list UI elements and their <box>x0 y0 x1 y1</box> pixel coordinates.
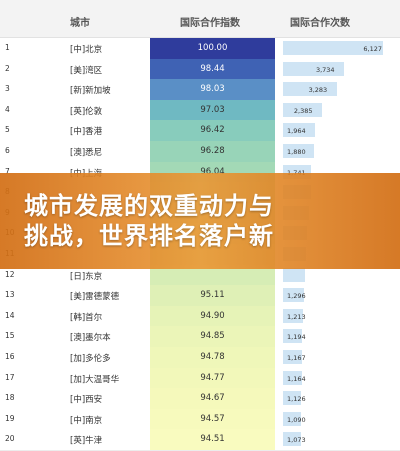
city-cell: [中]西安 <box>70 395 103 406</box>
rank-cell: 19 <box>5 413 15 423</box>
count-value: 1,164 <box>287 374 306 383</box>
count-bar <box>283 350 303 364</box>
header-count: 国际合作次数 <box>290 18 350 29</box>
table-row: 20 [英]牛津 94.51 1,073 <box>0 429 400 451</box>
count-value: 6,127 <box>363 45 382 53</box>
count-bar <box>283 82 337 97</box>
city-cell: [中]南京 <box>70 415 103 426</box>
rank-cell: 7 <box>5 166 10 176</box>
count-bar <box>283 41 383 55</box>
rank-cell: 4 <box>5 104 10 114</box>
rank-cell: 2 <box>5 63 10 73</box>
count-bar <box>283 123 316 138</box>
index-cell: 94.90 <box>150 305 275 327</box>
index-cell: 94.51 <box>150 429 275 450</box>
count-value: 1,090 <box>287 415 306 424</box>
count-bar <box>283 288 305 303</box>
rank-cell: 5 <box>5 125 10 135</box>
table-row: 5 [中]香港 96.42 1,964 <box>0 120 400 142</box>
count-bar <box>283 61 344 76</box>
count-value: 1,296 <box>287 292 306 301</box>
count-bar <box>283 411 301 426</box>
rank-cell: 1 <box>5 43 10 52</box>
table-row: 12 [日]东京 <box>0 264 400 287</box>
index-cell: 96.42 <box>150 120 275 141</box>
count-bar <box>283 432 301 447</box>
count-bar <box>283 267 305 282</box>
city-cell: [英]伦敦 <box>70 106 103 117</box>
headline-line-1: 城市发展的双重动力与 <box>24 192 274 220</box>
rank-cell: 13 <box>5 290 15 300</box>
table-header: 城市 国际合作指数 国际合作次数 <box>0 0 400 38</box>
table-row: 4 [英]伦敦 97.03 2,385 <box>0 99 400 122</box>
count-value: 1,073 <box>287 436 306 445</box>
count-value: 1,213 <box>287 312 306 321</box>
city-cell: [加]大温哥华 <box>70 374 120 385</box>
count-value: 1,167 <box>287 354 306 362</box>
rank-cell: 12 <box>5 269 15 279</box>
city-cell: [加]多伦多 <box>70 354 111 364</box>
rank-cell: 20 <box>5 434 15 444</box>
index-cell: 95.11 <box>150 285 275 306</box>
rank-cell: 6 <box>5 146 10 155</box>
table-row: 15 [澳]墨尔本 94.85 1,194 <box>0 326 400 348</box>
city-cell: [日]东京 <box>70 271 103 282</box>
index-cell: 100.00 <box>150 38 275 59</box>
count-bar <box>283 329 303 344</box>
count-value: 3,734 <box>315 65 335 74</box>
headline-line-2: 挑战，世界排名落户新 <box>24 222 274 250</box>
count-bar <box>283 391 302 406</box>
table-row: 19 [中]南京 94.57 1,090 <box>0 408 400 431</box>
table-row: 6 [澳]悉尼 96.28 1,880 <box>0 141 400 163</box>
rank-cell: 18 <box>5 393 15 403</box>
index-cell: 94.77 <box>150 367 275 389</box>
headline-banner: 城市发展的双重动力与 挑战，世界排名落户新 <box>0 173 400 269</box>
count-value: 1,194 <box>287 333 306 342</box>
table-row: 3 [新]新加坡 98.03 3,283 <box>0 79 400 101</box>
count-bar <box>283 144 314 158</box>
table-row: 1 [中]北京 100.00 6,127 <box>0 38 400 60</box>
count-value: 1,880 <box>287 148 306 156</box>
city-cell: [美]湾区 <box>70 65 103 76</box>
index-cell: 98.03 <box>150 79 275 100</box>
index-cell <box>150 264 275 286</box>
count-value: 3,283 <box>308 86 328 95</box>
count-bar <box>283 102 322 117</box>
index-cell: 94.67 <box>150 388 275 409</box>
count-bar <box>283 370 302 385</box>
rank-cell: 15 <box>5 331 15 341</box>
index-cell: 94.78 <box>150 347 275 368</box>
count-value: 2,385 <box>293 106 313 115</box>
table-row: 13 [美]雷德蒙德 95.11 1,296 <box>0 285 400 307</box>
count-value: 1,964 <box>287 127 306 136</box>
index-cell: 96.28 <box>150 141 275 162</box>
table-row: 17 [加]大温哥华 94.77 1,164 <box>0 367 400 390</box>
rank-cell: 14 <box>5 310 15 320</box>
city-cell: [澳]墨尔本 <box>70 333 111 344</box>
header-index: 国际合作指数 <box>180 18 240 29</box>
city-cell: [英]牛津 <box>70 436 103 447</box>
city-cell: [韩]首尔 <box>70 312 103 323</box>
count-bar <box>283 308 303 323</box>
count-value: 1,126 <box>287 395 306 404</box>
rank-cell: 17 <box>5 372 15 382</box>
rank-cell: 3 <box>5 84 10 94</box>
city-cell: [澳]悉尼 <box>70 148 103 158</box>
table-row: 14 [韩]首尔 94.90 1,213 <box>0 305 400 328</box>
header-city: 城市 <box>70 18 90 29</box>
index-cell: 94.57 <box>150 408 275 430</box>
city-cell: [美]雷德蒙德 <box>70 292 120 303</box>
city-cell: [中]北京 <box>70 45 103 55</box>
table-row: 2 [美]湾区 98.44 3,734 <box>0 58 400 81</box>
city-cell: [中]香港 <box>70 127 103 138</box>
table-row: 16 [加]多伦多 94.78 1,167 <box>0 347 400 369</box>
city-cell: [新]新加坡 <box>70 86 111 97</box>
count-value: 1,741 <box>287 169 306 177</box>
index-cell: 94.85 <box>150 326 275 347</box>
rank-cell: 16 <box>5 352 15 361</box>
index-cell: 98.44 <box>150 58 275 80</box>
table-row: 18 [中]西安 94.67 1,126 <box>0 388 400 410</box>
index-cell: 97.03 <box>150 99 275 121</box>
